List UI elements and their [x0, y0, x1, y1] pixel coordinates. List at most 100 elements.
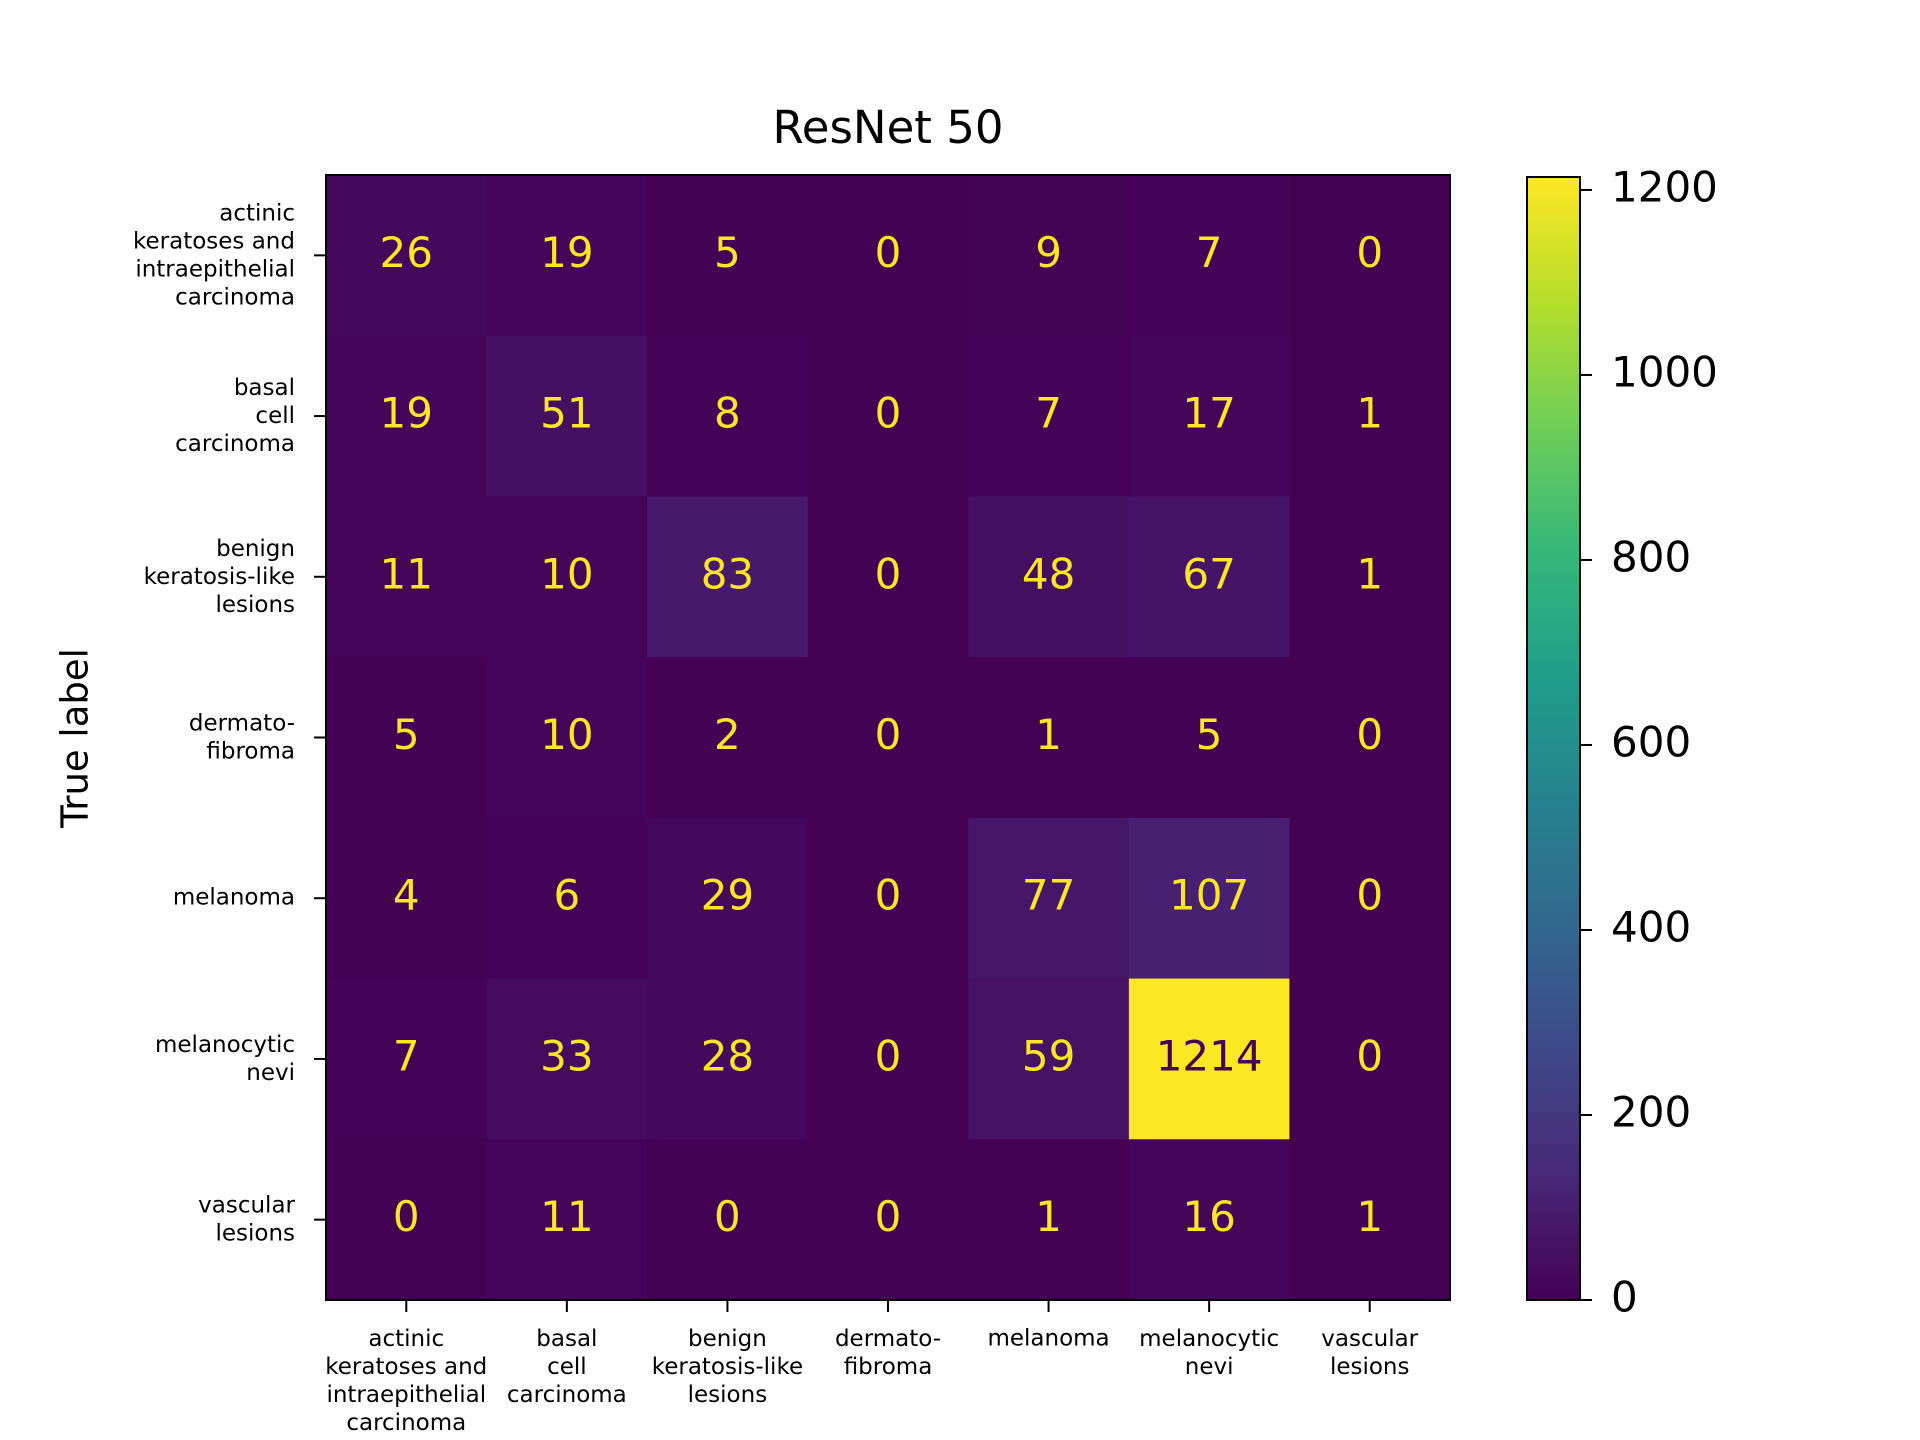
cell-value: 10: [540, 549, 593, 598]
heatmap-cell: [647, 335, 809, 497]
heatmap-cell: [486, 175, 648, 337]
heatmap-cell: [1289, 817, 1451, 980]
x-tick-label: actinic keratoses and intraepithelial carci…: [325, 1326, 487, 1436]
cell-value: 0: [1356, 871, 1383, 920]
heatmap-cell: [1289, 1139, 1451, 1301]
cell-value: 0: [714, 1192, 741, 1241]
cell-value: 33: [540, 1031, 593, 1080]
heatmap-cell: [968, 175, 1130, 337]
cell-value: 11: [540, 1192, 593, 1241]
chart-title: ResNet 50: [773, 101, 1004, 154]
cell-value: 0: [875, 228, 902, 277]
heatmap-cell: [1289, 335, 1451, 497]
heatmap-cell: [486, 1139, 648, 1301]
cell-value: 1214: [1156, 1031, 1263, 1080]
heatmap-cell: [326, 1139, 488, 1301]
heatmap-cell: [647, 1139, 809, 1301]
cell-value: 19: [380, 389, 433, 438]
colorbar-tick-label: 1200: [1611, 162, 1718, 211]
heatmap-cell: [486, 978, 648, 1140]
x-tick-label: melanoma: [987, 1326, 1109, 1352]
cell-value: 9: [1035, 228, 1062, 277]
heatmap-cell: [1128, 496, 1290, 658]
cell-value: 0: [875, 549, 902, 598]
cell-value: 0: [875, 1192, 902, 1241]
heatmap-cell: [1128, 175, 1290, 337]
heatmap-cell: [807, 335, 969, 497]
cell-value: 7: [1035, 389, 1062, 438]
cell-value: 67: [1182, 549, 1235, 598]
cell-value: 0: [875, 871, 902, 920]
colorbar-tick-label: 200: [1611, 1087, 1691, 1136]
heatmap-cell: [326, 657, 488, 819]
cell-value: 5: [714, 228, 741, 277]
heatmap-cell: [1128, 657, 1290, 819]
heatmap-cell: [326, 496, 488, 658]
cell-value: 77: [1022, 871, 1075, 920]
cell-value: 8: [714, 389, 741, 438]
cell-value: 0: [875, 710, 902, 759]
heatmap-cell: [1289, 496, 1451, 658]
heatmap-cell: [326, 175, 488, 337]
heatmap-cell: [968, 1139, 1130, 1301]
heatmap-cell: [1289, 978, 1451, 1140]
cell-value: 0: [393, 1192, 420, 1241]
x-tick-label: benign keratosis-like lesions: [652, 1326, 803, 1408]
heatmap-cell: [968, 817, 1130, 980]
heatmap-cell: [807, 817, 969, 980]
cell-value: 0: [1356, 710, 1383, 759]
cell-value: 51: [540, 389, 593, 438]
cell-value: 6: [553, 871, 580, 920]
y-tick-label: vascular lesions: [198, 1192, 295, 1246]
cell-value: 0: [875, 1031, 902, 1080]
cell-value: 1: [1356, 1192, 1383, 1241]
heatmap-cell: [1289, 175, 1451, 337]
heatmap-cell: [968, 978, 1130, 1140]
heatmap-cell: [647, 175, 809, 337]
cell-value: 17: [1182, 389, 1235, 438]
heatmap-cell: [486, 335, 648, 497]
cell-value: 10: [540, 710, 593, 759]
heatmap-cell: [326, 817, 488, 980]
cell-value: 28: [701, 1031, 754, 1080]
x-tick-label: dermato-fibroma: [835, 1326, 941, 1380]
cell-value: 29: [701, 871, 754, 920]
cell-value: 7: [393, 1031, 420, 1080]
cell-value: 83: [701, 549, 754, 598]
cell-value: 0: [875, 389, 902, 438]
heatmap-cell: [326, 335, 488, 497]
heatmap-cell: [647, 496, 809, 658]
heatmap-cell: [807, 1139, 969, 1301]
cell-value: 0: [1356, 1031, 1383, 1080]
colorbar-tick-label: 800: [1611, 532, 1691, 581]
cell-value: 0: [1356, 228, 1383, 277]
heatmap-cell: [1128, 978, 1290, 1140]
heatmap-cell: [326, 978, 488, 1140]
cell-value: 19: [540, 228, 593, 277]
cell-value: 2: [714, 710, 741, 759]
y-tick-label: melanocytic nevi: [155, 1031, 295, 1085]
x-tick-label: melanocytic nevi: [1139, 1326, 1279, 1380]
heatmap-cell: [486, 657, 648, 819]
heatmap-cell: [807, 657, 969, 819]
colorbar-tick-label: 600: [1611, 717, 1691, 766]
cell-value: 11: [380, 549, 433, 598]
cell-value: 1: [1035, 710, 1062, 759]
x-tick-label: vascular lesions: [1321, 1326, 1418, 1380]
cell-value: 48: [1022, 549, 1075, 598]
y-axis-label: True label: [54, 648, 97, 829]
colorbar: [1526, 176, 1581, 1301]
heatmap-cell: [486, 817, 648, 980]
cell-value: 1: [1356, 549, 1383, 598]
heatmap-cell: [807, 978, 969, 1140]
heatmap-cell: [647, 978, 809, 1140]
heatmap-cell: [647, 657, 809, 819]
heatmap-cell: [1128, 335, 1290, 497]
y-tick-label: dermato-fibroma: [189, 710, 295, 764]
y-tick-label: melanoma: [173, 885, 295, 911]
y-tick-label: actinic keratoses and intraepithelial carci…: [133, 200, 295, 310]
cell-value: 4: [393, 871, 420, 920]
heatmap-cell: [968, 335, 1130, 497]
heatmap-cell: [647, 817, 809, 980]
